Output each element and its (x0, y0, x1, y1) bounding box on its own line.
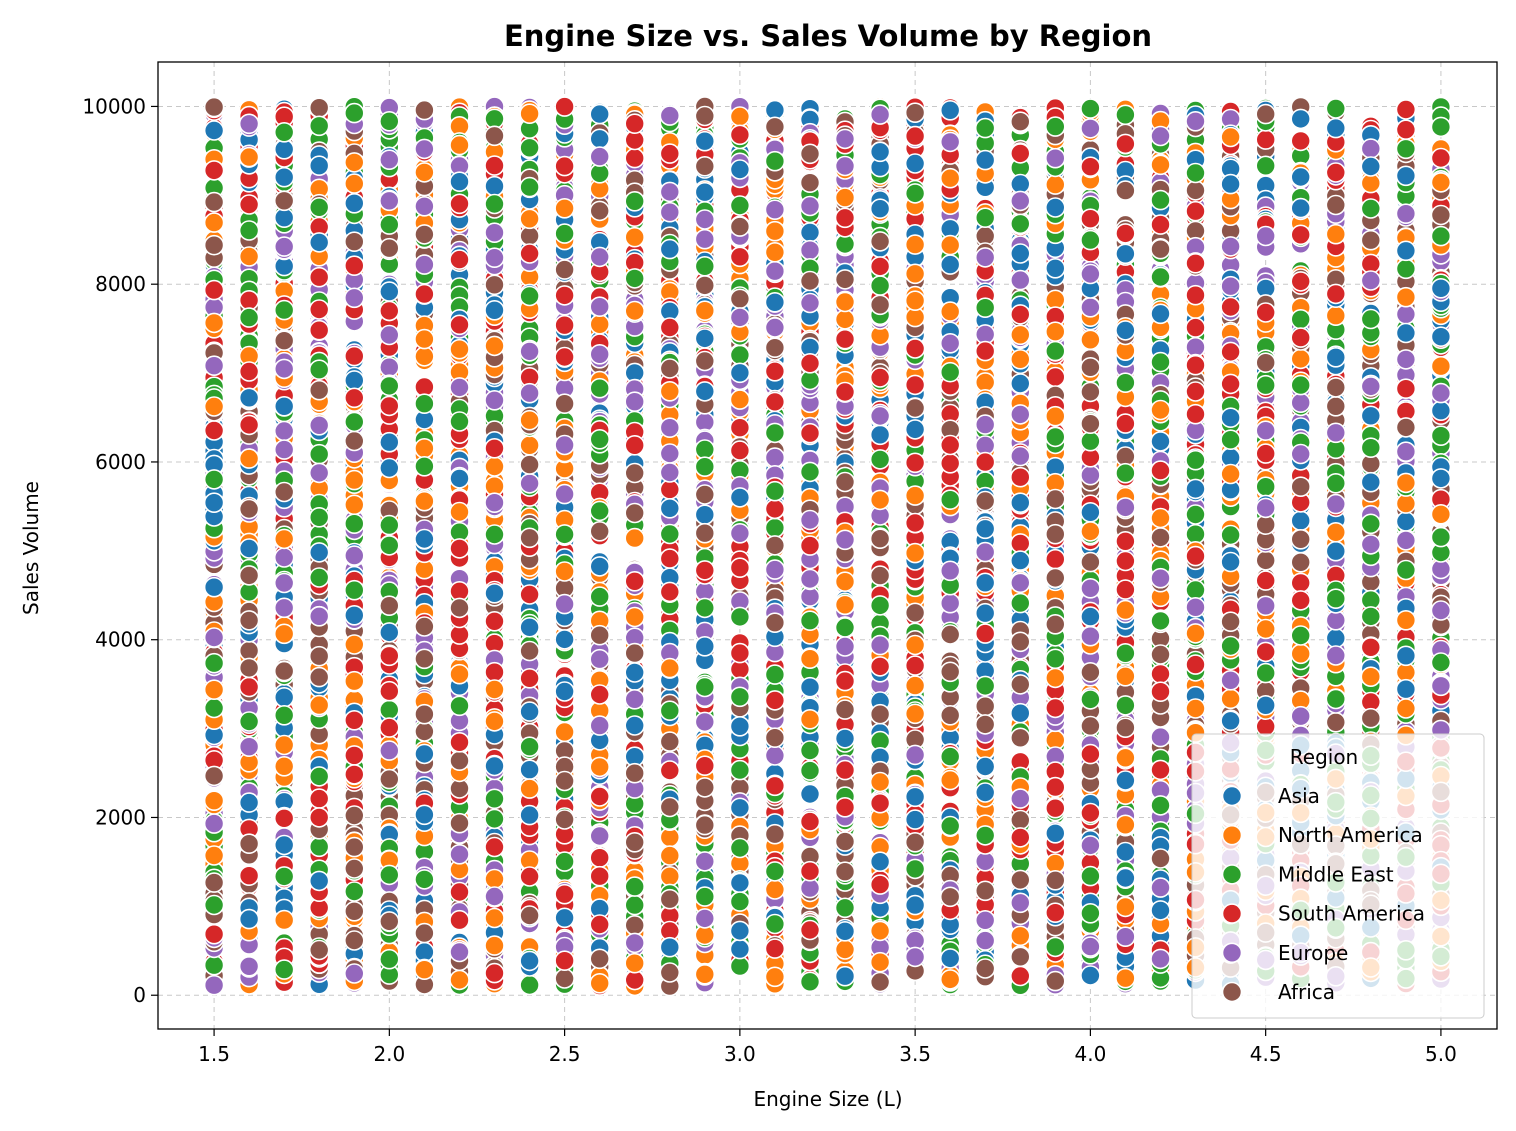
data-point-africa (1255, 550, 1276, 571)
data-point-north-america (519, 434, 540, 456)
data-point-south-america (1290, 572, 1311, 594)
data-point-asia (1080, 965, 1101, 986)
data-point-asia (799, 783, 821, 805)
data-point-asia (1325, 540, 1347, 562)
data-point-europe (1150, 877, 1171, 898)
data-point-south-america (1290, 130, 1311, 152)
data-point-middle-east (799, 971, 821, 993)
data-point-africa (799, 172, 821, 193)
data-point-north-america (1009, 348, 1031, 370)
data-point-north-america (659, 845, 681, 866)
data-point-africa (1325, 711, 1347, 733)
data-point-asia (1395, 511, 1417, 532)
points-layer (203, 96, 1452, 997)
data-point-middle-east (1255, 155, 1276, 177)
data-point-north-america (1325, 305, 1347, 327)
